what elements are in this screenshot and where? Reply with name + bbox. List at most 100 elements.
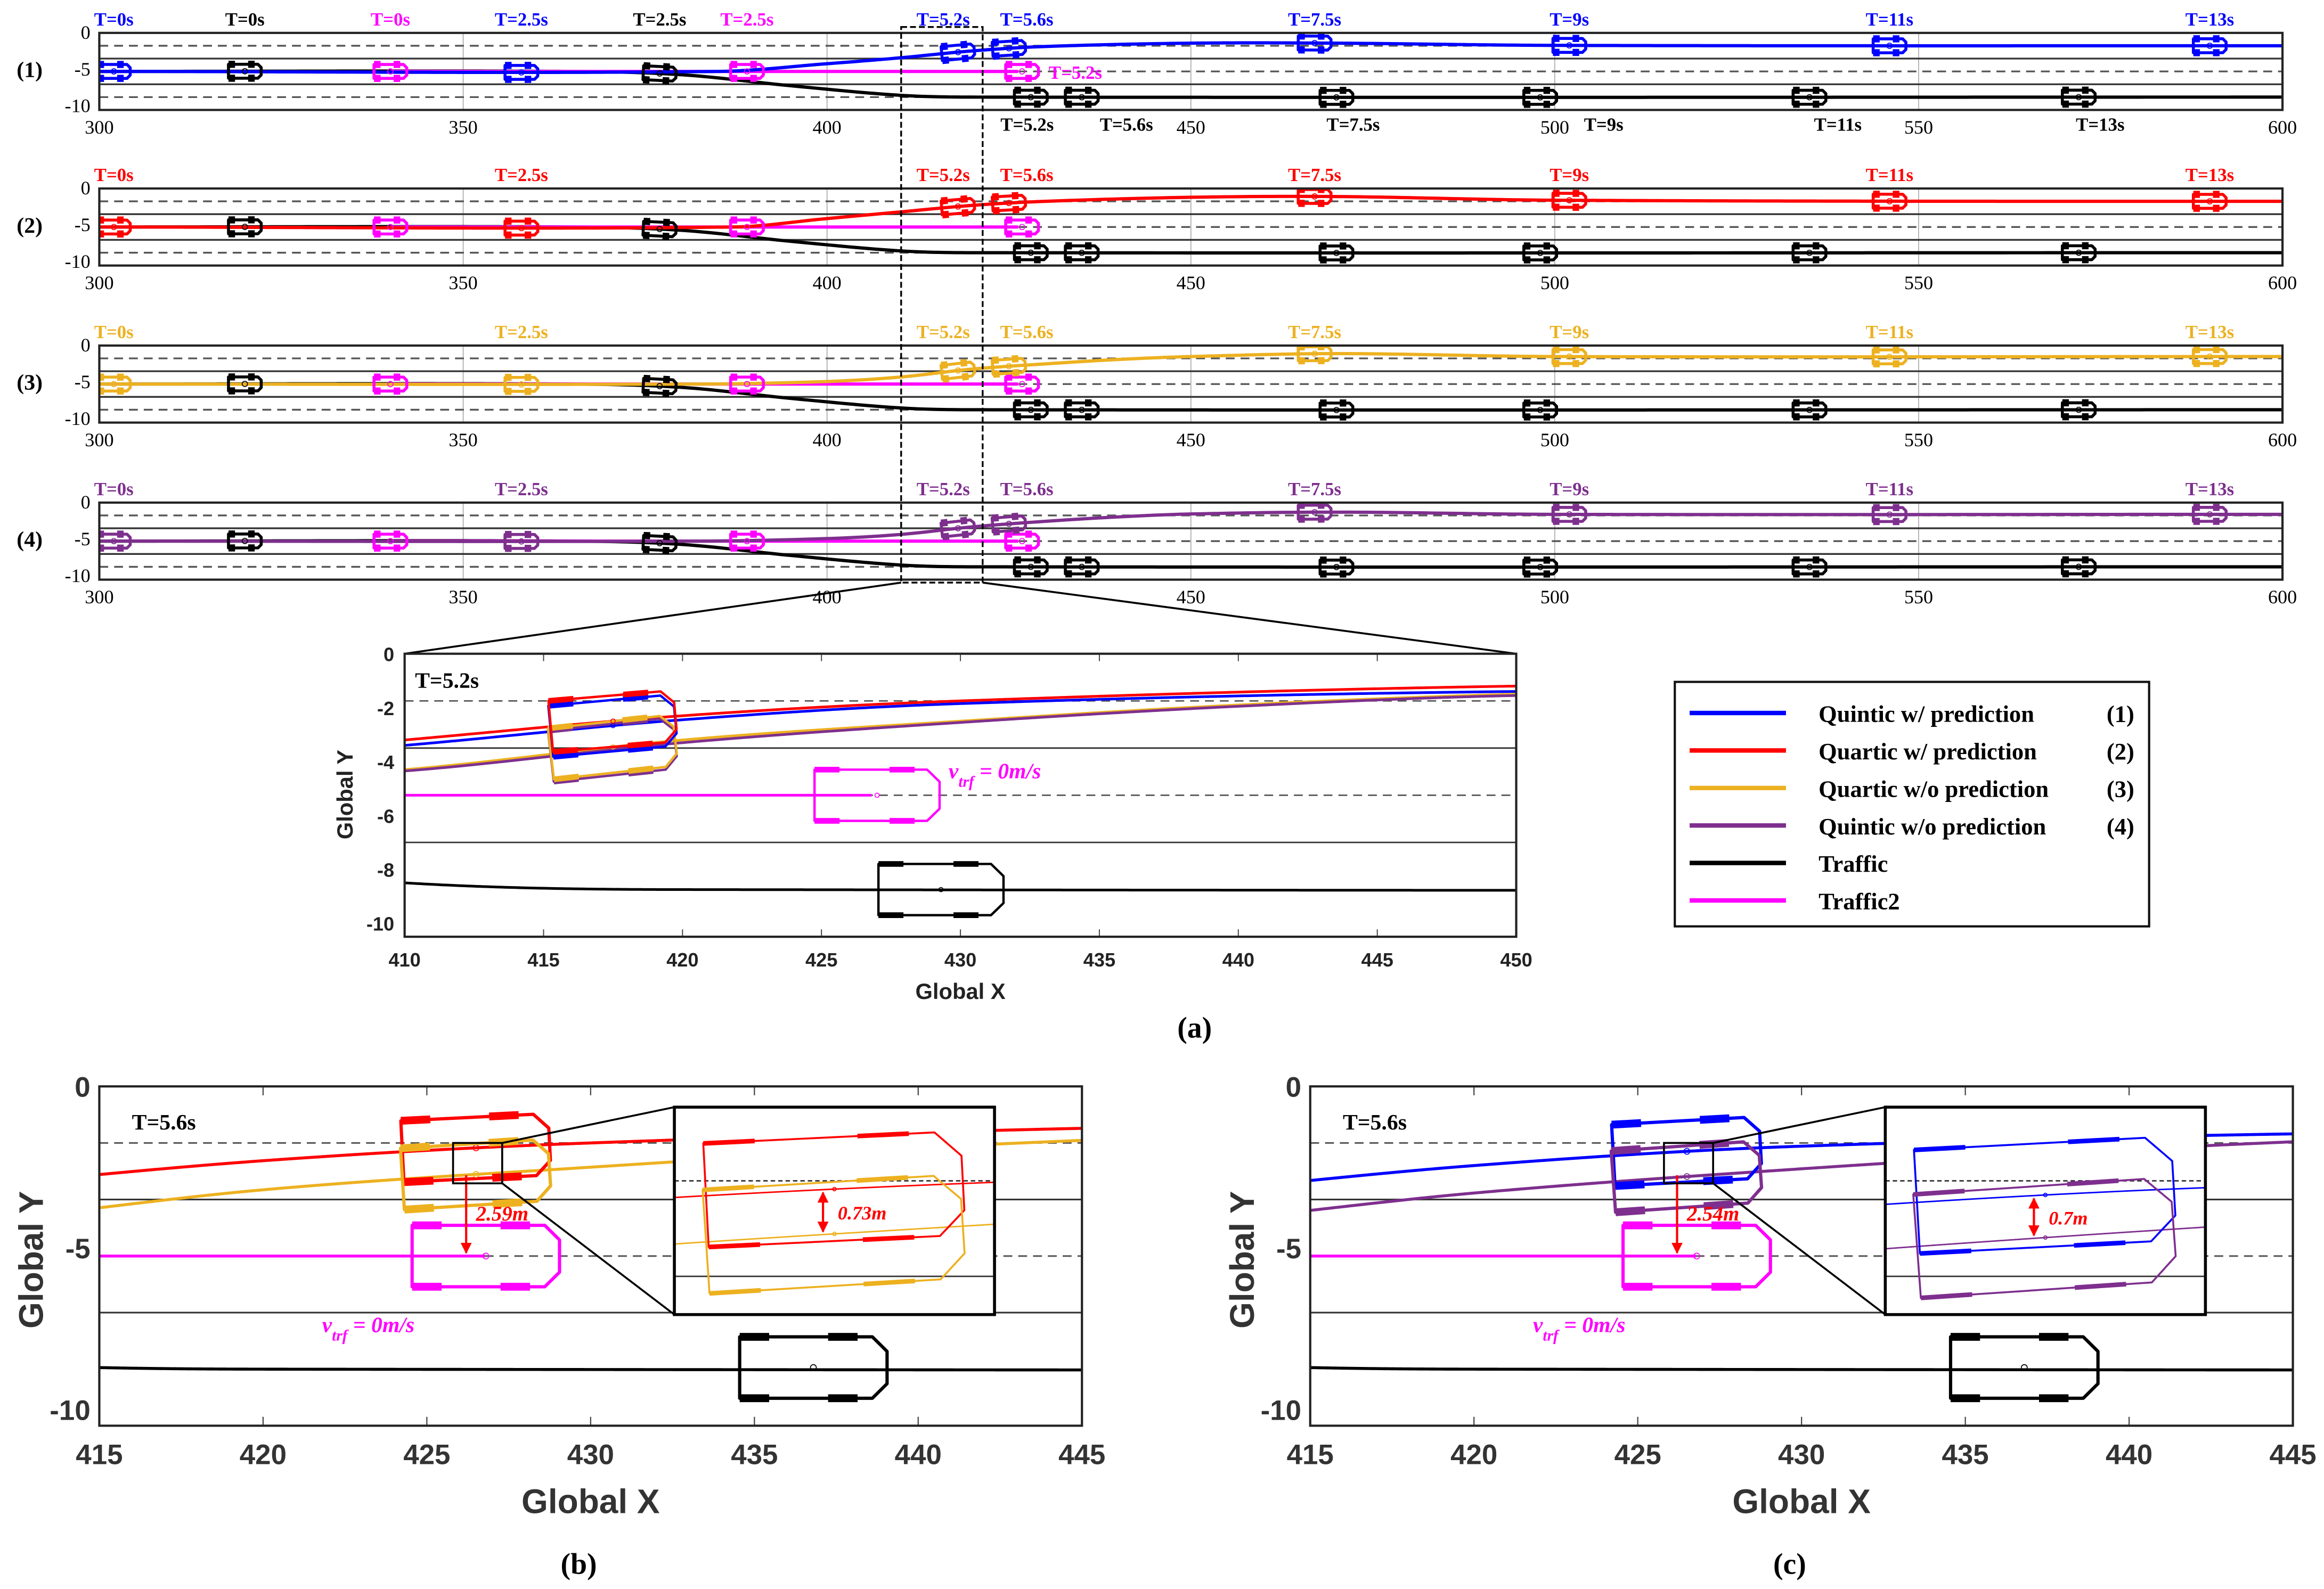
vehicle-center-marker — [1018, 381, 1025, 388]
ego-time-label: T=7.5s — [1288, 165, 1341, 185]
ego-time-label: T=9s — [1550, 322, 1589, 342]
ego-vehicle — [1296, 32, 1333, 54]
axes-frame — [1309, 1085, 2294, 1427]
traffic2-vehicle — [1621, 1221, 1772, 1291]
vehicle-center-marker — [656, 540, 663, 546]
legend-label: Traffic — [1819, 850, 1888, 877]
vehicle-wheel — [662, 546, 670, 554]
x-tick-label: 500 — [1540, 429, 1569, 451]
vehicle-wheel — [992, 356, 999, 364]
inset-connector-line — [502, 1106, 675, 1144]
x-tick-label: 550 — [1904, 272, 1933, 293]
vehicle-center-marker — [744, 68, 751, 75]
vehicle-center-marker — [1886, 511, 1893, 518]
vehicle-center-marker — [1018, 538, 1025, 545]
vehicle-center-marker — [1886, 354, 1893, 360]
ego-vehicle — [990, 37, 1028, 60]
vehicle-wheel — [643, 531, 650, 539]
ego-time-label: T=11s — [1866, 9, 1913, 30]
ego-vehicle — [1551, 504, 1587, 525]
traffic2-vehicle — [372, 530, 409, 552]
traffic-time-label: T=2.5s — [633, 9, 686, 30]
ego-time-label: T=5.6s — [1000, 165, 1054, 185]
inset-connector-line — [501, 1182, 675, 1316]
y-tick-label: 0 — [75, 1072, 90, 1103]
vehicle-wheel — [548, 700, 574, 709]
traffic-time-label: T=5.2s — [1000, 114, 1054, 135]
vehicle-center-marker — [1537, 94, 1544, 101]
vehicle-center-marker — [955, 525, 961, 531]
ego-vehicle-quartic_w — [547, 690, 678, 755]
vehicle-center-marker — [2075, 563, 2082, 570]
snapshot-time-label: T=5.6s — [1343, 1110, 1407, 1135]
vehicle-center-marker — [610, 718, 616, 724]
traffic-vehicle — [1064, 399, 1100, 421]
vehicle-wheel — [642, 232, 650, 240]
vehicle-wheel — [993, 528, 1000, 536]
traffic-vehicle — [1522, 242, 1559, 264]
ego-vehicle — [990, 512, 1028, 536]
axes-frame — [403, 652, 1518, 938]
ego-vehicle — [1871, 346, 1907, 367]
y-tick-label: 0 — [81, 22, 91, 43]
y-tick-label: 0 — [81, 334, 91, 356]
vehicle-wheel — [1699, 1114, 1730, 1124]
ego-time-label: T=13s — [2186, 479, 2234, 499]
vehicle-wheel — [553, 751, 578, 760]
ego-time-label: T=2.5s — [495, 479, 548, 499]
trajectory-quartic_w — [99, 194, 2283, 230]
vehicle-center-marker — [1537, 407, 1544, 413]
traffic-vehicle — [1013, 242, 1049, 264]
x-tick-label: 420 — [666, 949, 698, 971]
vehicle-center-marker — [1311, 350, 1318, 357]
vehicle-body — [1610, 1116, 1763, 1188]
traffic-vehicle — [1522, 399, 1559, 421]
ego-time-label: T=13s — [2186, 165, 2234, 185]
x-tick-label: 410 — [388, 949, 420, 971]
ego-time-label: T=9s — [1550, 165, 1589, 185]
ego-vehicle — [1551, 346, 1587, 367]
traffic-vehicle — [227, 530, 263, 552]
vehicle-center-marker — [2020, 1364, 2028, 1371]
y-tick-label: -5 — [1276, 1233, 1301, 1265]
legend-tag: (2) — [2107, 738, 2134, 765]
ego-vehicle — [2191, 346, 2228, 367]
vehicle-body — [738, 1335, 889, 1400]
ego-vehicle — [991, 192, 1028, 215]
ego-vehicle-quartic_wo — [702, 1175, 966, 1296]
y-tick-label: -10 — [65, 95, 91, 117]
vehicle-wheel — [488, 1111, 519, 1120]
traffic-time-label: T=11s — [1814, 114, 1862, 135]
vehicle-center-marker — [1078, 249, 1085, 256]
trajectory-quintic_w — [404, 690, 1516, 747]
vehicle-center-marker — [482, 1252, 490, 1260]
inset-source-box — [1663, 1142, 1714, 1185]
vehicle-center-marker — [1006, 200, 1013, 207]
y-tick-label: -5 — [75, 371, 91, 392]
traffic-vehicle — [641, 374, 678, 397]
vehicle-wheel — [961, 530, 969, 539]
vehicle-center-marker — [2075, 249, 2082, 256]
ego-vehicle — [1871, 35, 1907, 56]
vehicle-wheel — [401, 1115, 431, 1125]
velocity-annotation: vtrf = 0m/s — [949, 759, 1041, 790]
vehicle-center-marker — [832, 1231, 837, 1236]
y-tick-label: 0 — [384, 644, 394, 666]
vehicle-body — [641, 219, 678, 239]
vehicle-wheel — [663, 218, 670, 226]
x-tick-label: 450 — [1177, 429, 1205, 451]
legend-item-traffic: Traffic — [1690, 850, 1888, 877]
x-axis-label: Global X — [1732, 1482, 1871, 1521]
velocity-value: = 0m/s — [347, 1313, 414, 1337]
ego-vehicle — [2191, 191, 2228, 212]
panel-b: 2.59m 0.73m T=5.6s vtrf = 0m/s 0 -5 -10 415 420 4… — [12, 1072, 1106, 1581]
vehicle-center-marker — [1078, 563, 1085, 570]
x-tick-label: 550 — [1904, 429, 1933, 451]
vehicle-wheel — [404, 1203, 434, 1214]
vehicle-body — [1296, 34, 1333, 52]
x-tick-label: 435 — [731, 1439, 778, 1471]
vehicle-wheel — [708, 1242, 761, 1250]
x-tick-label: 400 — [813, 429, 842, 451]
trajectory-quintic_wo — [1885, 1226, 2206, 1250]
